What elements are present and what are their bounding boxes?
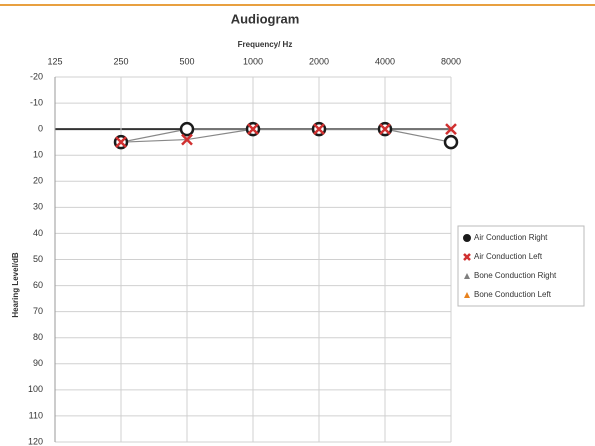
- y-tick-label: 10: [33, 150, 43, 160]
- marker: [115, 136, 127, 149]
- x-axis-title: Frequency/ Hz: [238, 40, 293, 49]
- marker-x: [379, 123, 391, 136]
- y-tick-label: 60: [33, 280, 43, 290]
- y-tick-label: -10: [30, 97, 43, 107]
- x-tick-label: 4000: [375, 56, 395, 66]
- y-tick-label: 0: [38, 124, 43, 134]
- marker: [181, 133, 193, 146]
- y-tick-label: 50: [33, 254, 43, 264]
- marker: [313, 123, 325, 136]
- y-tick-label: 30: [33, 202, 43, 212]
- legend-marker: [464, 273, 470, 279]
- marker-x: [445, 123, 457, 136]
- y-tick-label: 110: [29, 410, 43, 420]
- y-axis-title: Hearing Level/dB: [11, 252, 20, 318]
- marker-x: [115, 136, 127, 149]
- y-tick-label: 80: [33, 332, 43, 342]
- x-tick-label: 500: [179, 56, 194, 66]
- legend-marker: [463, 234, 471, 242]
- y-tick-label: 40: [33, 228, 43, 238]
- y-tick-label: 100: [28, 384, 43, 394]
- x-tick-label: 8000: [441, 56, 461, 66]
- legend-box: [457, 225, 585, 307]
- legend-label: Bone Conduction Right: [474, 271, 557, 280]
- legend-label: Bone Conduction Left: [474, 290, 552, 299]
- series-line: [120, 128, 451, 143]
- y-tick-label: 20: [33, 176, 43, 186]
- chart-title: Audiogram: [231, 11, 300, 26]
- marker-x: [313, 123, 325, 136]
- y-tick-label: 90: [33, 358, 43, 368]
- y-tick-label: -20: [30, 71, 43, 81]
- legend-marker: [464, 292, 470, 298]
- x-tick-label: 1000: [243, 56, 263, 66]
- marker: [179, 121, 195, 137]
- marker: [443, 134, 459, 150]
- marker: [247, 123, 259, 136]
- x-tick-label: 250: [113, 56, 128, 66]
- legend-label: Air Conduction Left: [474, 252, 543, 261]
- marker-x: [181, 133, 193, 146]
- legend-label: Air Conduction Right: [474, 233, 548, 242]
- marker-x: [247, 123, 259, 136]
- marker: [379, 123, 391, 136]
- x-tick-label: 125: [47, 56, 62, 66]
- x-tick-label: 2000: [309, 56, 329, 66]
- y-tick-label: 120: [28, 436, 43, 446]
- marker: [445, 123, 457, 136]
- y-tick-label: 70: [33, 306, 43, 316]
- legend-marker: [463, 253, 471, 261]
- marker-x: [463, 253, 471, 261]
